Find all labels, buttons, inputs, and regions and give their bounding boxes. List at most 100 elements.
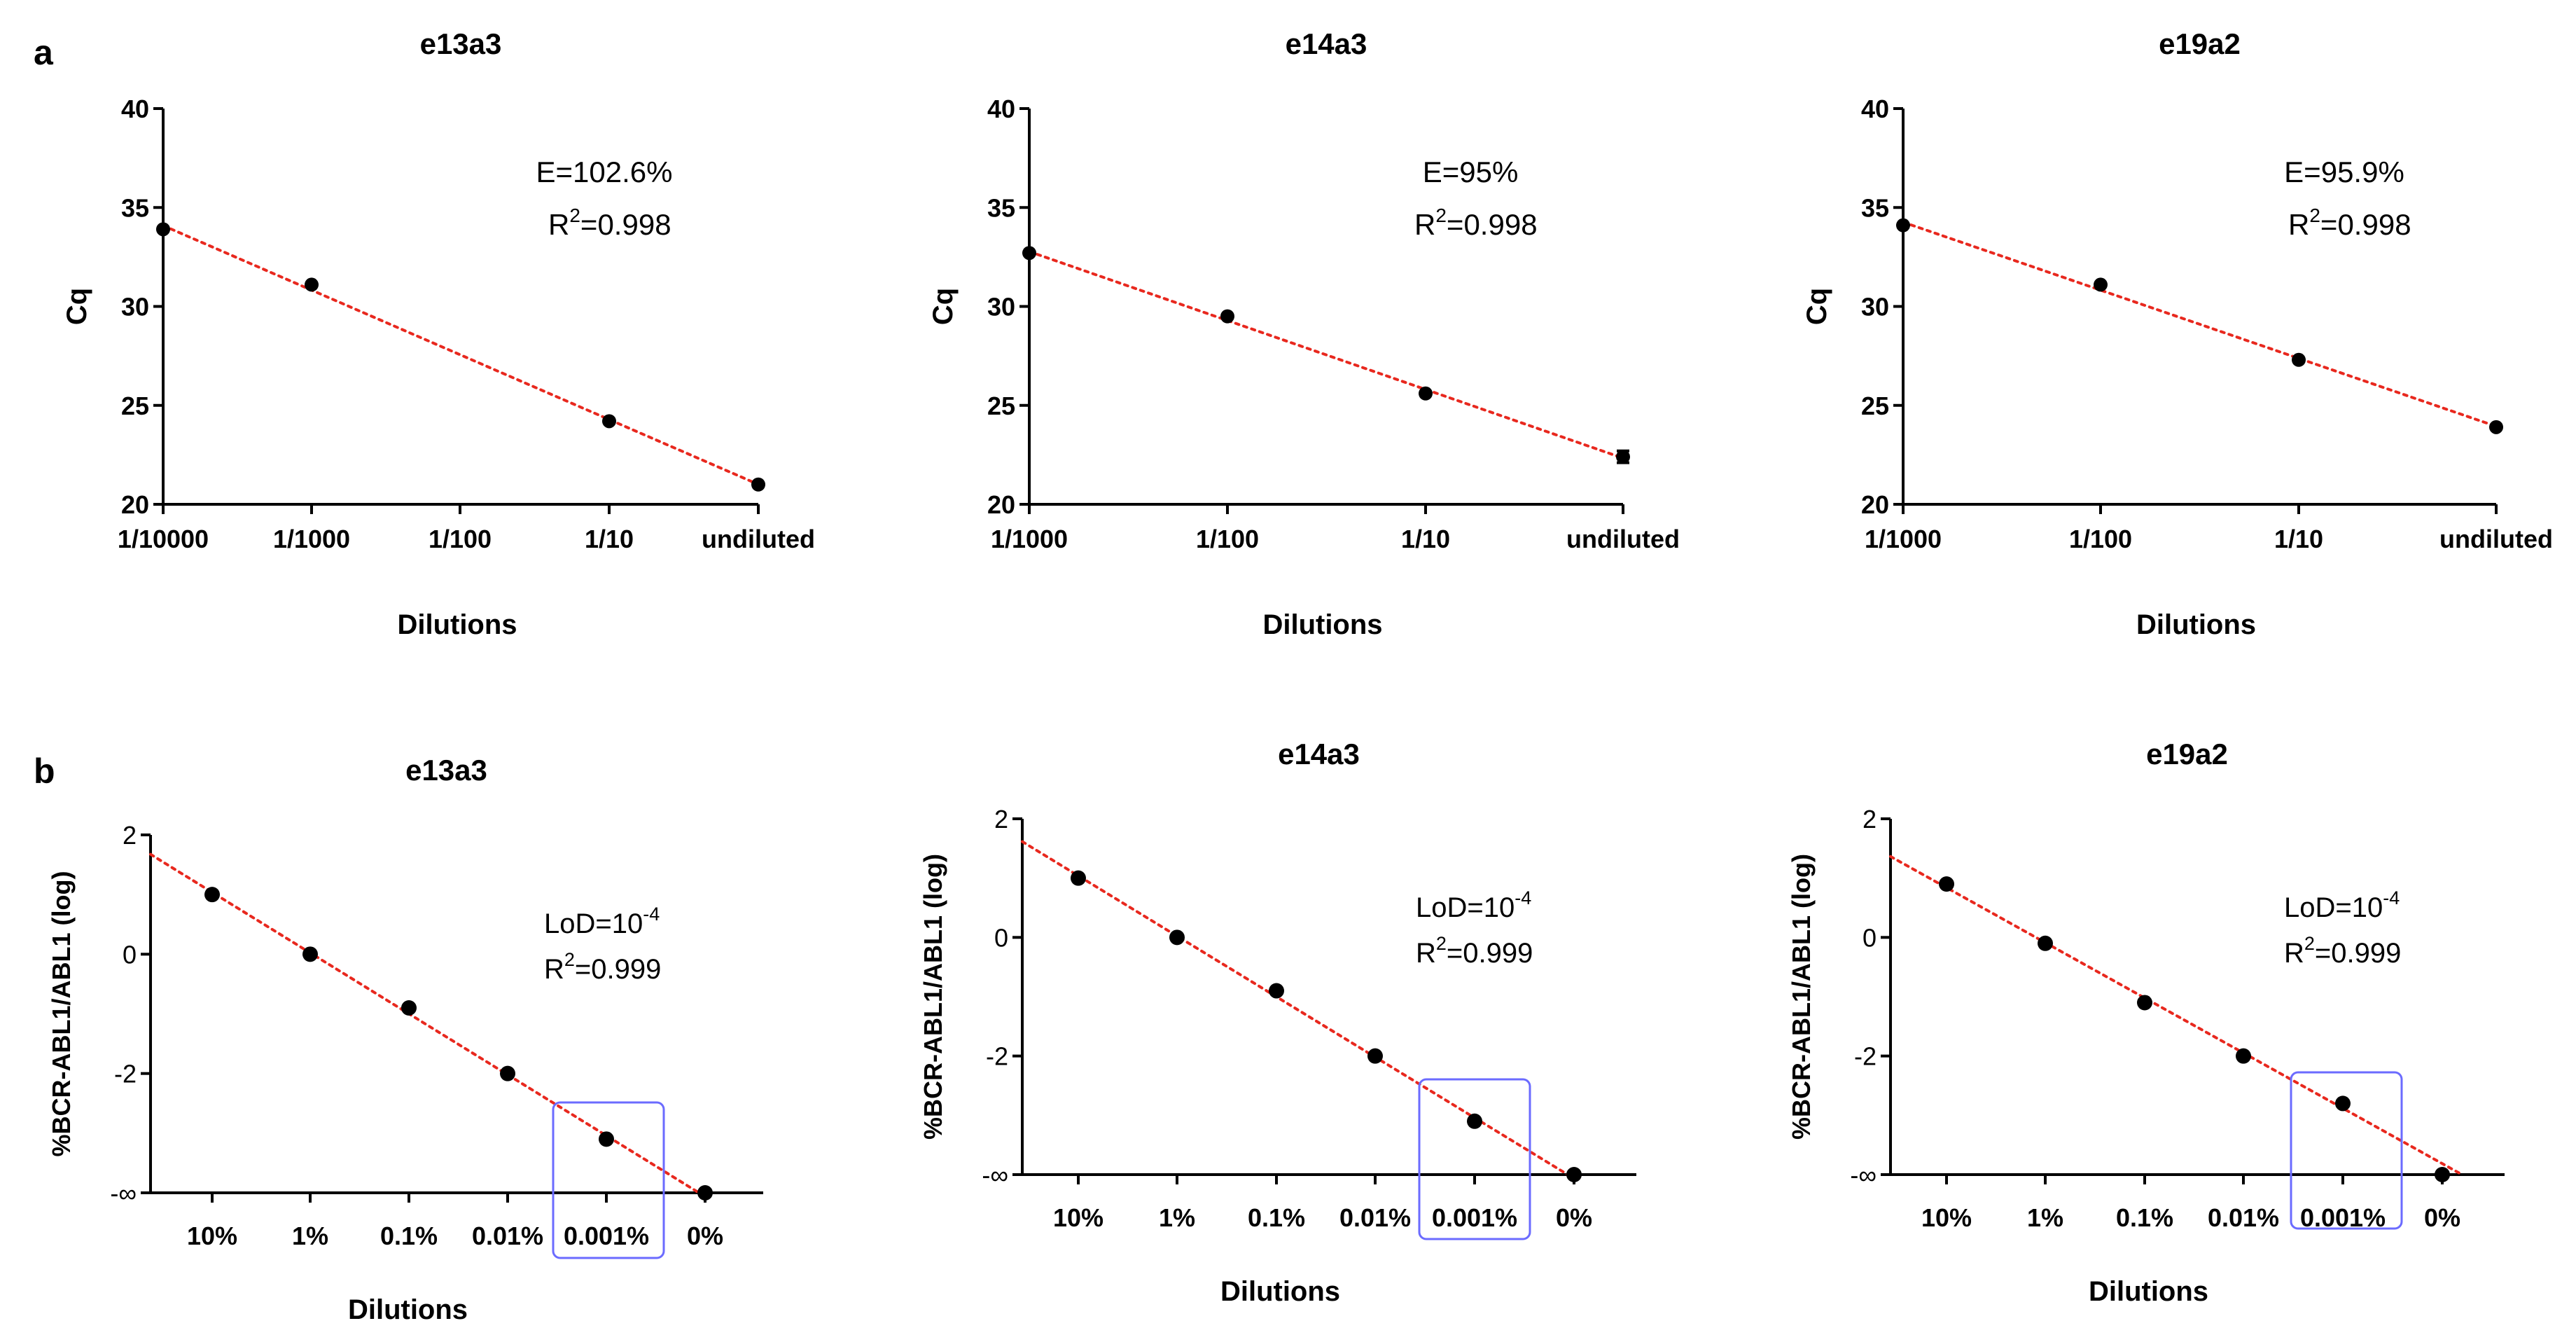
r-superscript: 2: [2309, 205, 2320, 226]
x-tick-label: undiluted: [702, 525, 815, 553]
r-value: =0.998: [2320, 208, 2411, 241]
x-tick-label: 0.1%: [380, 1222, 438, 1250]
data-point: [204, 887, 220, 903]
y-axis-label: %BCR-ABL1/ABL1 (log): [919, 854, 947, 1140]
fit-line: [149, 852, 701, 1194]
x-tick-label: 1%: [1159, 1203, 1195, 1232]
data-point: [1169, 929, 1185, 946]
x-tick-label: 1/100: [1196, 525, 1259, 553]
x-tick-label: 1/10000: [118, 525, 209, 553]
x-tick-label: 0%: [2424, 1203, 2460, 1232]
x-tick-label: 0.001%: [564, 1222, 649, 1250]
data-point: [1896, 218, 1910, 233]
x-tick-label: undiluted: [1566, 525, 1680, 553]
annotation-lod: LoD=10-4: [2284, 887, 2400, 923]
y-tick-label: -∞: [1850, 1161, 1877, 1189]
chart-a-e13a3: e13a3 20 25 30 35 40 1/10000 1/1000 1/100 1/10 und…: [62, 27, 815, 640]
x-tick-label: 10%: [1921, 1203, 1972, 1232]
y-tick-label: -∞: [110, 1179, 137, 1208]
fit-line: [1028, 250, 1624, 460]
data-point: [1939, 876, 1954, 892]
data-point: [2292, 352, 2306, 367]
x-tick-label: 0.01%: [472, 1222, 543, 1250]
lod-label: LoD=10: [544, 908, 643, 939]
chart-a-e19a2: e19a2 20 25 30 35 40 1/1000 1/100 1/10 undiluted D…: [1802, 27, 2553, 640]
y-axis-label: %BCR-ABL1/ABL1 (log): [47, 871, 76, 1157]
y-tick-label: 25: [987, 392, 1015, 420]
chart-title: e14a3: [1278, 738, 1360, 770]
x-tick-label: 1/1000: [1865, 525, 1942, 553]
y-tick-label: 25: [1861, 392, 1889, 420]
panel-label-b: b: [34, 752, 55, 791]
y-tick-label: 20: [121, 490, 149, 519]
data-point: [1269, 983, 1284, 999]
r-value: =0.998: [580, 208, 671, 241]
lod-label: LoD=10: [1416, 892, 1515, 923]
r-value: =0.999: [2315, 938, 2401, 969]
r-value: =0.999: [1447, 938, 1533, 969]
chart-b-e19a2: e19a2 -∞ -2 0 2 10% 1% 0.1% 0.01% 0.001% 0% Dilutio…: [1787, 738, 2505, 1307]
chart-title: e13a3: [405, 754, 487, 787]
data-point: [2038, 935, 2053, 951]
data-point: [2137, 995, 2152, 1011]
annotation-r2: R2=0.998: [1414, 205, 1538, 241]
y-tick-label: -2: [114, 1060, 137, 1088]
lod-superscript: -4: [1515, 887, 1531, 908]
x-tick-label: 1/100: [429, 525, 492, 553]
y-axis-label: Cq: [928, 288, 959, 325]
highlight-box: [1418, 1078, 1531, 1240]
fit-line: [1902, 221, 2498, 428]
highlight-box: [552, 1101, 665, 1259]
r-label: R: [544, 954, 564, 985]
x-axis-label: Dilutions: [397, 609, 517, 640]
fit-line: [1021, 840, 1569, 1176]
x-tick-label: 1%: [2027, 1203, 2063, 1232]
annotation-r2: R2=0.999: [2284, 933, 2401, 969]
x-tick-label: 0.001%: [1432, 1203, 1517, 1232]
annotation-lod: LoD=10-4: [1416, 887, 1531, 923]
data-point: [305, 277, 319, 292]
data-point: [1367, 1048, 1383, 1064]
y-tick-label: 35: [1861, 193, 1889, 222]
y-tick-label: 0: [123, 940, 137, 969]
annotation-efficiency: E=95.9%: [2284, 155, 2404, 188]
y-tick-label: 2: [1863, 805, 1877, 833]
annotation-efficiency: E=102.6%: [536, 155, 673, 188]
r-label: R: [548, 208, 569, 241]
r-label: R: [2288, 208, 2309, 241]
data-point: [751, 477, 765, 492]
x-tick-label: 1/1000: [991, 525, 1068, 553]
data-point: [302, 946, 318, 962]
x-tick-label: undiluted: [2439, 525, 2553, 553]
data-point: [500, 1065, 515, 1081]
r-value: =0.998: [1447, 208, 1538, 241]
y-tick-label: 40: [121, 95, 149, 123]
y-tick-label: 0: [1863, 923, 1877, 952]
annotation-r2: R2=0.999: [1416, 933, 1533, 969]
y-tick-label: -∞: [982, 1161, 1008, 1189]
chart-title: e19a2: [2159, 27, 2241, 60]
r-superscript: 2: [2304, 933, 2315, 954]
chart-a-e14a3: e14a3 20 25 30 35 40 1/1000 1/100 1/10 undiluted D…: [928, 27, 1680, 640]
annotation-efficiency: E=95%: [1423, 155, 1519, 188]
r-label: R: [1414, 208, 1435, 241]
data-point: [1419, 386, 1433, 401]
data-point: [1566, 1167, 1582, 1182]
data-point: [1220, 309, 1234, 324]
y-axis-label: %BCR-ABL1/ABL1 (log): [1787, 854, 1816, 1140]
r-label: R: [2284, 938, 2304, 969]
lod-superscript: -4: [643, 904, 660, 925]
fit-line: [162, 224, 760, 486]
y-tick-label: 0: [994, 923, 1008, 952]
x-tick-label: 10%: [187, 1222, 237, 1250]
r-value: =0.999: [575, 954, 661, 985]
data-point: [2236, 1048, 2251, 1064]
y-tick-label: 2: [994, 805, 1008, 833]
y-tick-label: -2: [986, 1042, 1008, 1071]
x-tick-label: 0.1%: [1248, 1203, 1305, 1232]
data-point: [1616, 450, 1630, 464]
data-point: [2094, 277, 2108, 292]
annotation-lod: LoD=10-4: [544, 904, 660, 939]
highlight-box: [2290, 1071, 2403, 1230]
